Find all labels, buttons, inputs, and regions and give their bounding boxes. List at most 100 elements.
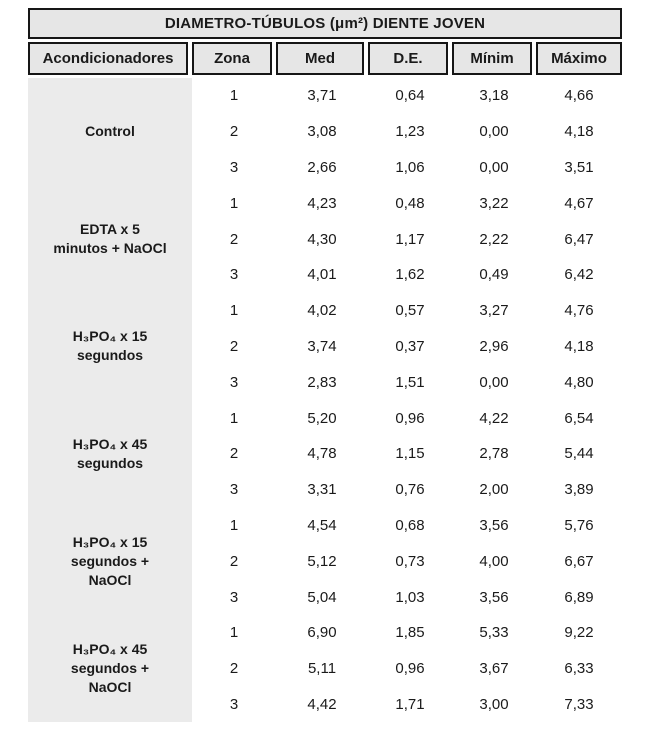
minim-cell: 3,27 (452, 292, 536, 329)
de-cell: 1,62 (368, 256, 452, 293)
maximo-cell: 6,67 (536, 543, 622, 580)
maximo-cell: 4,18 (536, 328, 622, 365)
de-cell: 0,76 (368, 471, 452, 508)
med-cell: 5,20 (276, 400, 368, 436)
minim-cell: 3,67 (452, 650, 536, 687)
minim-cell: 3,18 (452, 78, 536, 114)
minim-cell: 3,56 (452, 507, 536, 544)
minim-cell: 4,22 (452, 400, 536, 436)
de-cell: 1,71 (368, 686, 452, 723)
zona-cell: 1 (192, 185, 276, 222)
de-cell: 0,48 (368, 185, 452, 222)
zona-cell: 3 (192, 686, 276, 723)
med-cell: 4,30 (276, 221, 368, 257)
de-cell: 0,96 (368, 650, 452, 687)
group-label: EDTA x 5 minutos + NaOCl (28, 185, 192, 293)
group-label: H₃PO₄ x 15 segundos (28, 292, 192, 401)
zona-cell: 3 (192, 364, 276, 401)
med-cell: 3,08 (276, 113, 368, 150)
zona-cell: 1 (192, 78, 276, 114)
med-cell: 4,23 (276, 185, 368, 222)
med-cell: 3,74 (276, 328, 368, 365)
maximo-cell: 6,47 (536, 221, 622, 257)
de-cell: 1,15 (368, 435, 452, 472)
maximo-cell: 3,51 (536, 149, 622, 186)
minim-cell: 3,56 (452, 579, 536, 615)
maximo-cell: 5,76 (536, 507, 622, 544)
zona-cell: 3 (192, 256, 276, 293)
data-table: DIAMETRO-TÚBULOS (μm²) DIENTE JOVEN Acon… (28, 8, 622, 723)
de-cell: 0,37 (368, 328, 452, 365)
minim-cell: 2,22 (452, 221, 536, 257)
maximo-cell: 4,66 (536, 78, 622, 114)
zona-cell: 2 (192, 113, 276, 150)
minim-cell: 0,49 (452, 256, 536, 293)
zona-cell: 2 (192, 328, 276, 365)
zona-cell: 3 (192, 149, 276, 186)
table-body: Control 1 3,71 0,64 3,18 4,66 2 3,08 1,23 0,00 4,1… (28, 78, 622, 723)
maximo-cell: 6,42 (536, 256, 622, 293)
de-cell: 1,23 (368, 113, 452, 150)
minim-cell: 0,00 (452, 149, 536, 186)
maximo-cell: 6,33 (536, 650, 622, 687)
de-cell: 0,68 (368, 507, 452, 544)
minim-cell: 5,33 (452, 614, 536, 651)
column-header-minim: Mínim (452, 42, 532, 75)
med-cell: 4,78 (276, 435, 368, 472)
maximo-cell: 4,67 (536, 185, 622, 222)
zona-cell: 3 (192, 471, 276, 508)
maximo-cell: 5,44 (536, 435, 622, 472)
minim-cell: 3,00 (452, 686, 536, 723)
zona-cell: 1 (192, 507, 276, 544)
zona-cell: 2 (192, 650, 276, 687)
de-cell: 0,64 (368, 78, 452, 114)
group-label: H₃PO₄ x 45 segundos + NaOCl (28, 614, 192, 723)
minim-cell: 3,22 (452, 185, 536, 222)
zona-cell: 3 (192, 579, 276, 615)
group-label: H₃PO₄ x 45 segundos (28, 400, 192, 508)
zona-cell: 1 (192, 614, 276, 651)
med-cell: 3,31 (276, 471, 368, 508)
med-cell: 5,04 (276, 579, 368, 615)
maximo-cell: 3,89 (536, 471, 622, 508)
de-cell: 0,73 (368, 543, 452, 580)
de-cell: 1,03 (368, 579, 452, 615)
minim-cell: 0,00 (452, 364, 536, 401)
maximo-cell: 4,18 (536, 113, 622, 150)
minim-cell: 2,00 (452, 471, 536, 508)
maximo-cell: 7,33 (536, 686, 622, 723)
med-cell: 6,90 (276, 614, 368, 651)
minim-cell: 2,96 (452, 328, 536, 365)
minim-cell: 4,00 (452, 543, 536, 580)
med-cell: 4,54 (276, 507, 368, 544)
med-cell: 2,83 (276, 364, 368, 401)
column-header-acondicionadores: Acondicionadores (28, 42, 188, 75)
med-cell: 5,11 (276, 650, 368, 687)
maximo-cell: 6,89 (536, 579, 622, 615)
med-cell: 3,71 (276, 78, 368, 114)
de-cell: 0,96 (368, 400, 452, 436)
de-cell: 1,17 (368, 221, 452, 257)
de-cell: 1,06 (368, 149, 452, 186)
column-header-med: Med (276, 42, 364, 75)
table-title: DIAMETRO-TÚBULOS (μm²) DIENTE JOVEN (28, 8, 622, 39)
maximo-cell: 9,22 (536, 614, 622, 651)
column-header-de: D.E. (368, 42, 448, 75)
de-cell: 1,51 (368, 364, 452, 401)
de-cell: 1,85 (368, 614, 452, 651)
minim-cell: 2,78 (452, 435, 536, 472)
zona-cell: 1 (192, 292, 276, 329)
table-header-row: Acondicionadores Zona Med D.E. Mínim Máx… (28, 42, 622, 75)
med-cell: 5,12 (276, 543, 368, 580)
group-label: Control (28, 78, 192, 186)
minim-cell: 0,00 (452, 113, 536, 150)
column-header-maximo: Máximo (536, 42, 622, 75)
group-label: H₃PO₄ x 15 segundos + NaOCl (28, 507, 192, 615)
zona-cell: 2 (192, 435, 276, 472)
de-cell: 0,57 (368, 292, 452, 329)
med-cell: 2,66 (276, 149, 368, 186)
maximo-cell: 4,76 (536, 292, 622, 329)
zona-cell: 2 (192, 221, 276, 257)
zona-cell: 2 (192, 543, 276, 580)
